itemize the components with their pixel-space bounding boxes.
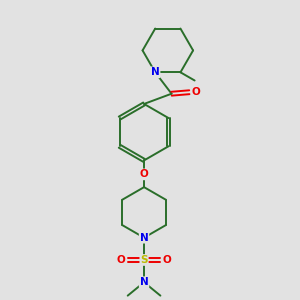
Text: N: N (151, 67, 160, 77)
Text: O: O (117, 255, 125, 265)
Text: O: O (163, 255, 171, 265)
Text: O: O (140, 169, 148, 179)
Text: N: N (140, 277, 148, 287)
Text: O: O (191, 87, 200, 97)
Text: N: N (140, 233, 148, 243)
Text: S: S (140, 255, 148, 265)
